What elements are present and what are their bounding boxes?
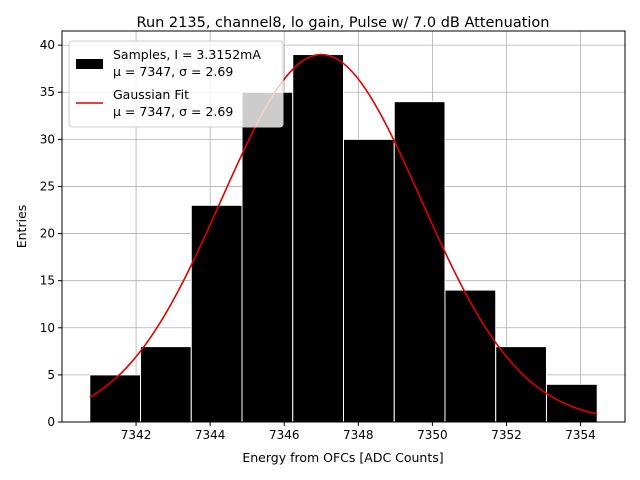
chart-title: Run 2135, channel8, lo gain, Pulse w/ 7.… (137, 15, 550, 31)
legend-fit-stats: μ = 7347, σ = 2.69 (113, 104, 233, 119)
y-tick-label: 20 (40, 227, 55, 241)
y-tick-label: 0 (47, 415, 55, 429)
legend-samples-swatch (76, 59, 103, 69)
x-tick-label: 7354 (565, 428, 596, 442)
x-tick-label: 7346 (269, 428, 300, 442)
histogram-bar (190, 204, 243, 423)
histogram-bar (89, 374, 142, 423)
y-tick-label: 40 (40, 38, 55, 52)
legend-fit-label: Gaussian Fit (113, 87, 189, 102)
y-tick-label: 30 (40, 132, 55, 146)
x-tick-label: 7342 (121, 428, 152, 442)
x-tick-label: 7348 (343, 428, 374, 442)
y-tick-label: 10 (40, 321, 55, 335)
legend-samples-stats: μ = 7347, σ = 2.69 (113, 64, 233, 79)
histogram-bars (89, 54, 598, 423)
y-tick-label: 25 (40, 179, 55, 193)
histogram-bar (241, 91, 294, 423)
y-tick-label: 15 (40, 274, 55, 288)
x-tick-label: 7352 (491, 428, 522, 442)
legend: Samples, I = 3.3152mA μ = 7347, σ = 2.69… (68, 40, 284, 128)
histogram-bar (545, 383, 598, 423)
x-axis-ticks: 7342 7344 7346 7348 7350 7352 7354 (121, 422, 596, 442)
y-tick-label: 5 (47, 368, 55, 382)
x-tick-label: 7350 (417, 428, 448, 442)
y-tick-label: 35 (40, 85, 55, 99)
legend-box (68, 40, 284, 128)
histogram-bar (444, 289, 497, 423)
plot-frame (61, 30, 626, 423)
legend-samples-label: Samples, I = 3.3152mA (113, 47, 261, 62)
y-axis-ticks: 0 5 10 15 20 25 30 35 40 (40, 38, 62, 429)
histogram-bar (292, 54, 344, 423)
histogram-bar (343, 138, 395, 423)
gaussian-fit-curve (89, 53, 598, 415)
x-axis-label: Energy from OFCs [ADC Counts] (242, 450, 443, 465)
histogram-bar (140, 346, 192, 423)
histogram-bar (495, 346, 547, 423)
histogram-bar (393, 101, 446, 423)
y-axis-label: Entries (14, 205, 29, 249)
x-tick-label: 7344 (195, 428, 226, 442)
